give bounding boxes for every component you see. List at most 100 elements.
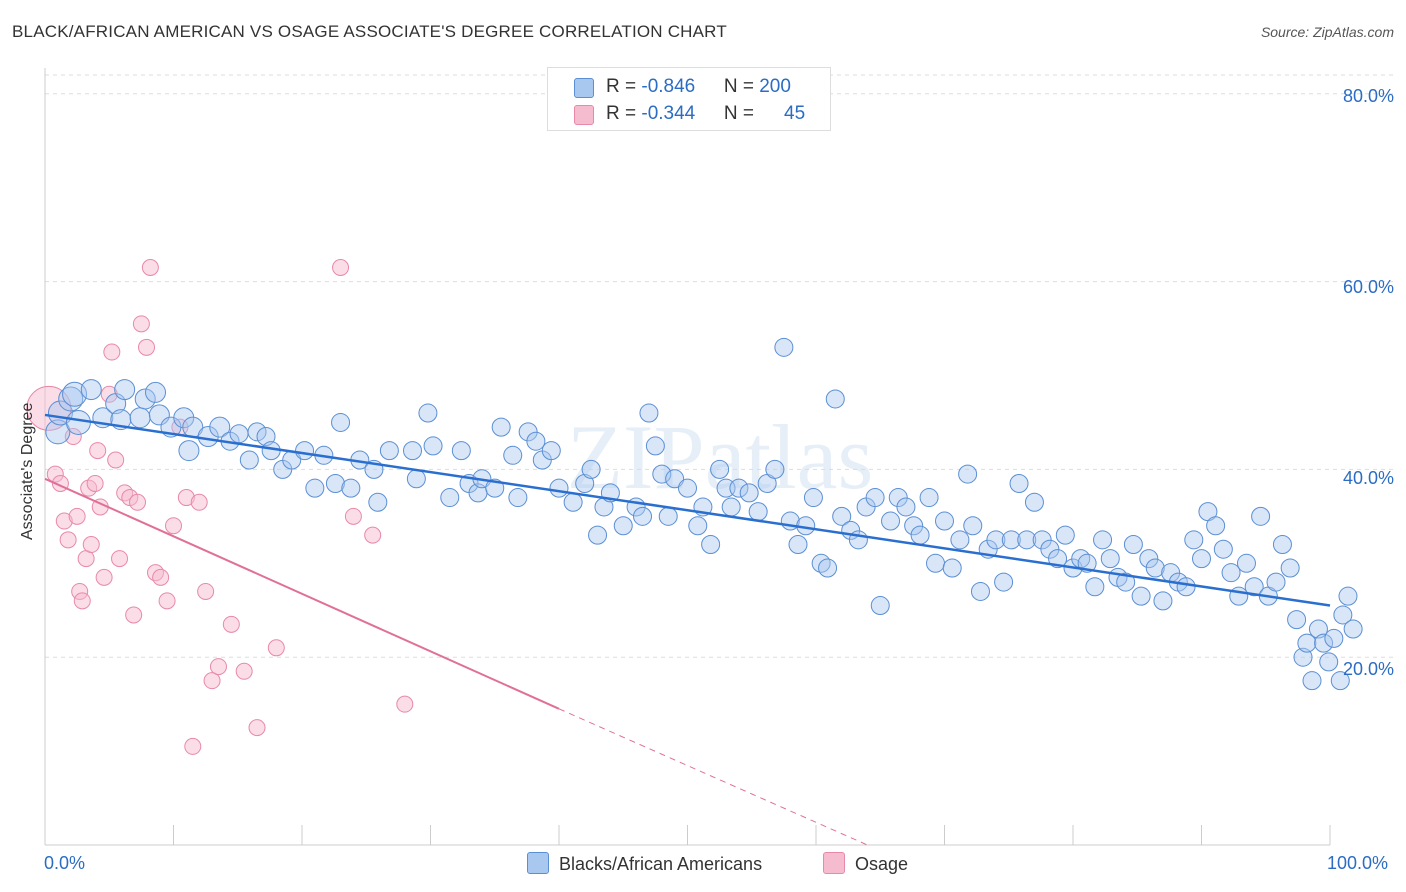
black-african-american-point xyxy=(665,469,685,489)
black-african-american-point xyxy=(963,516,983,536)
black-african-american-point xyxy=(865,488,885,508)
y-tick-label-20: 20.0% xyxy=(1342,659,1394,679)
black-african-american-point xyxy=(942,558,962,578)
x-tick-label-min: 0.0% xyxy=(44,853,86,873)
black-african-american-point xyxy=(950,530,970,550)
osage-point xyxy=(190,493,208,511)
legend-swatch-pink xyxy=(823,852,845,874)
trend-lines xyxy=(44,413,1331,846)
osage-point xyxy=(235,662,253,680)
legend-label: Osage xyxy=(855,854,909,874)
osage-point xyxy=(364,526,382,544)
black-african-american-point xyxy=(341,478,361,498)
black-african-american-point xyxy=(508,488,528,508)
black-african-american-point xyxy=(1024,492,1044,512)
osage-point xyxy=(332,259,350,276)
black-african-american-point xyxy=(1266,572,1286,592)
black-african-american-point xyxy=(1244,577,1264,597)
black-african-american-point xyxy=(870,596,890,616)
black-african-american-point xyxy=(904,516,924,536)
black-african-american-point xyxy=(739,483,759,503)
black-african-american-point xyxy=(178,440,200,462)
black-african-american-point xyxy=(440,488,460,508)
black-african-american-point xyxy=(1055,525,1075,545)
black-african-american-point xyxy=(247,422,267,442)
legend-item-blacks: Blacks/African Americans xyxy=(527,852,762,875)
osage-point xyxy=(184,737,202,755)
black-african-american-point xyxy=(701,535,721,555)
black-african-american-point xyxy=(229,424,249,444)
r-value: -0.846 xyxy=(641,76,696,97)
legend-swatch-blue xyxy=(527,852,549,874)
black-african-american-point xyxy=(1319,652,1339,672)
black-african-american-point xyxy=(721,497,741,517)
pink-trend-extension xyxy=(558,708,868,846)
black-african-american-point xyxy=(379,441,399,461)
y-tick-label-60: 60.0% xyxy=(1342,277,1394,297)
black-african-american-point xyxy=(613,516,633,536)
x-tick-label-max: 100.0% xyxy=(1327,853,1389,873)
osage-point xyxy=(68,507,86,525)
black-african-american-point xyxy=(652,464,672,484)
black-african-american-point xyxy=(485,478,505,498)
black-african-american-point xyxy=(1221,563,1241,583)
black-african-american-point xyxy=(1131,586,1151,606)
osage-point xyxy=(165,517,182,535)
black-african-american-point xyxy=(1192,549,1211,569)
black-african-american-point xyxy=(423,436,443,456)
black-african-american-point xyxy=(418,403,438,423)
legend-item-osage: Osage xyxy=(823,852,908,875)
osage-point xyxy=(222,615,240,633)
black-african-american-point xyxy=(1314,633,1334,653)
black-african-american-point xyxy=(1145,558,1165,578)
chart-title: BLACK/AFRICAN AMERICAN VS OSAGE ASSOCIAT… xyxy=(12,22,727,41)
black-african-american-point xyxy=(1330,671,1350,691)
black-african-american-point xyxy=(658,506,678,526)
black-african-american-point xyxy=(970,581,990,601)
legend-swatch-pink xyxy=(574,105,594,125)
osage-point xyxy=(267,639,285,657)
black-african-american-point xyxy=(994,572,1014,592)
black-african-american-point xyxy=(575,473,595,493)
black-african-american-point xyxy=(935,511,954,531)
osage-point xyxy=(132,315,150,333)
black-african-american-point xyxy=(645,436,665,456)
r-value: -0.344 xyxy=(641,103,696,124)
black-african-american-point xyxy=(65,409,91,435)
black-african-american-point xyxy=(1001,530,1021,550)
black-african-american-point xyxy=(403,441,423,461)
n-value: 45 xyxy=(784,103,806,124)
y-tick-label-40: 40.0% xyxy=(1342,468,1394,488)
osage-point xyxy=(95,568,113,586)
black-african-american-point xyxy=(451,441,471,461)
black-african-american-point xyxy=(1302,671,1322,691)
r-label: R = xyxy=(606,76,642,97)
osage-point xyxy=(197,582,215,600)
legend-label: Blacks/African Americans xyxy=(559,854,763,874)
black-african-american-point xyxy=(1333,605,1353,625)
black-african-american-point xyxy=(1153,591,1173,611)
black-african-american-point xyxy=(256,427,276,447)
black-african-american-point xyxy=(926,553,946,573)
black-african-american-point xyxy=(1308,619,1328,639)
osage-point xyxy=(209,658,227,676)
black-african-american-point xyxy=(549,478,569,498)
black-african-american-point xyxy=(748,502,768,522)
source-label: Source: ZipAtlas.com xyxy=(1260,24,1394,40)
black-african-american-point xyxy=(881,511,901,531)
black-african-american-point xyxy=(331,412,351,432)
black-african-american-point xyxy=(803,488,823,508)
n-label: N = xyxy=(723,76,760,97)
y-tick-label-80: 80.0% xyxy=(1342,86,1394,106)
black-african-american-point xyxy=(633,506,653,526)
osage-point xyxy=(59,531,77,549)
osage-point xyxy=(103,343,121,361)
black-african-american-point xyxy=(1343,619,1363,639)
black-african-american-point xyxy=(145,381,167,403)
axis-layer xyxy=(44,68,1331,846)
osage-point xyxy=(86,474,104,492)
osage-point xyxy=(152,568,170,586)
black-african-american-point xyxy=(910,525,930,545)
black-african-american-point xyxy=(639,403,659,423)
black-african-american-point xyxy=(368,492,388,512)
